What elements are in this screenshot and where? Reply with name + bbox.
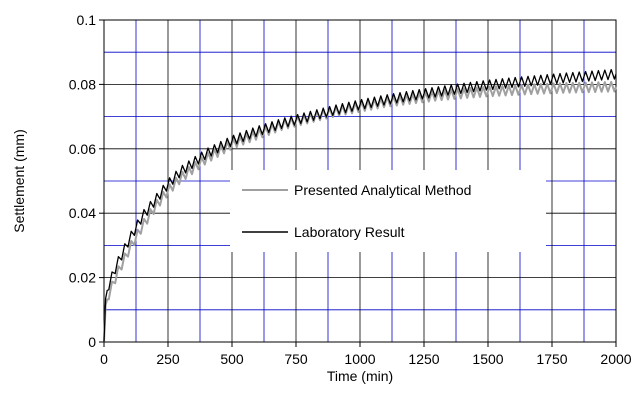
y-axis-title: Settlement (mm): [11, 129, 27, 232]
series-line-laboratory: [103, 68, 617, 343]
x-tick-label: 250: [156, 351, 180, 367]
legend-label: Laboratory Result: [294, 224, 405, 240]
series-group: [103, 68, 617, 343]
x-tick-label: 2000: [600, 351, 631, 367]
legend-label: Presented Analytical Method: [294, 182, 471, 198]
y-tick-label: 0: [88, 334, 96, 350]
axes: [99, 19, 617, 347]
x-tick-label: 0: [100, 351, 108, 367]
y-tick-label: 0.04: [69, 205, 96, 221]
x-tick-label: 500: [220, 351, 244, 367]
y-tick-label: 0.08: [69, 76, 96, 92]
series-line-analytical: [103, 80, 617, 343]
y-tick-label: 0.06: [69, 141, 96, 157]
x-tick-label: 750: [284, 351, 308, 367]
y-tick-label: 0.02: [69, 270, 96, 286]
x-tick-label: 1250: [408, 351, 439, 367]
x-tick-label: 1500: [472, 351, 503, 367]
x-tick-label: 1000: [344, 351, 375, 367]
y-tick-label: 0.1: [77, 12, 97, 28]
x-tick-label: 1750: [536, 351, 567, 367]
tick-labels: 0 250 500 750 1000 1250 1500 1750 2000 0 0.02 0.04 0…: [69, 12, 632, 367]
legend: Presented Analytical Method Laboratory Re…: [230, 170, 546, 252]
x-axis-title: Time (min): [327, 368, 393, 384]
legend-box: [230, 170, 546, 252]
